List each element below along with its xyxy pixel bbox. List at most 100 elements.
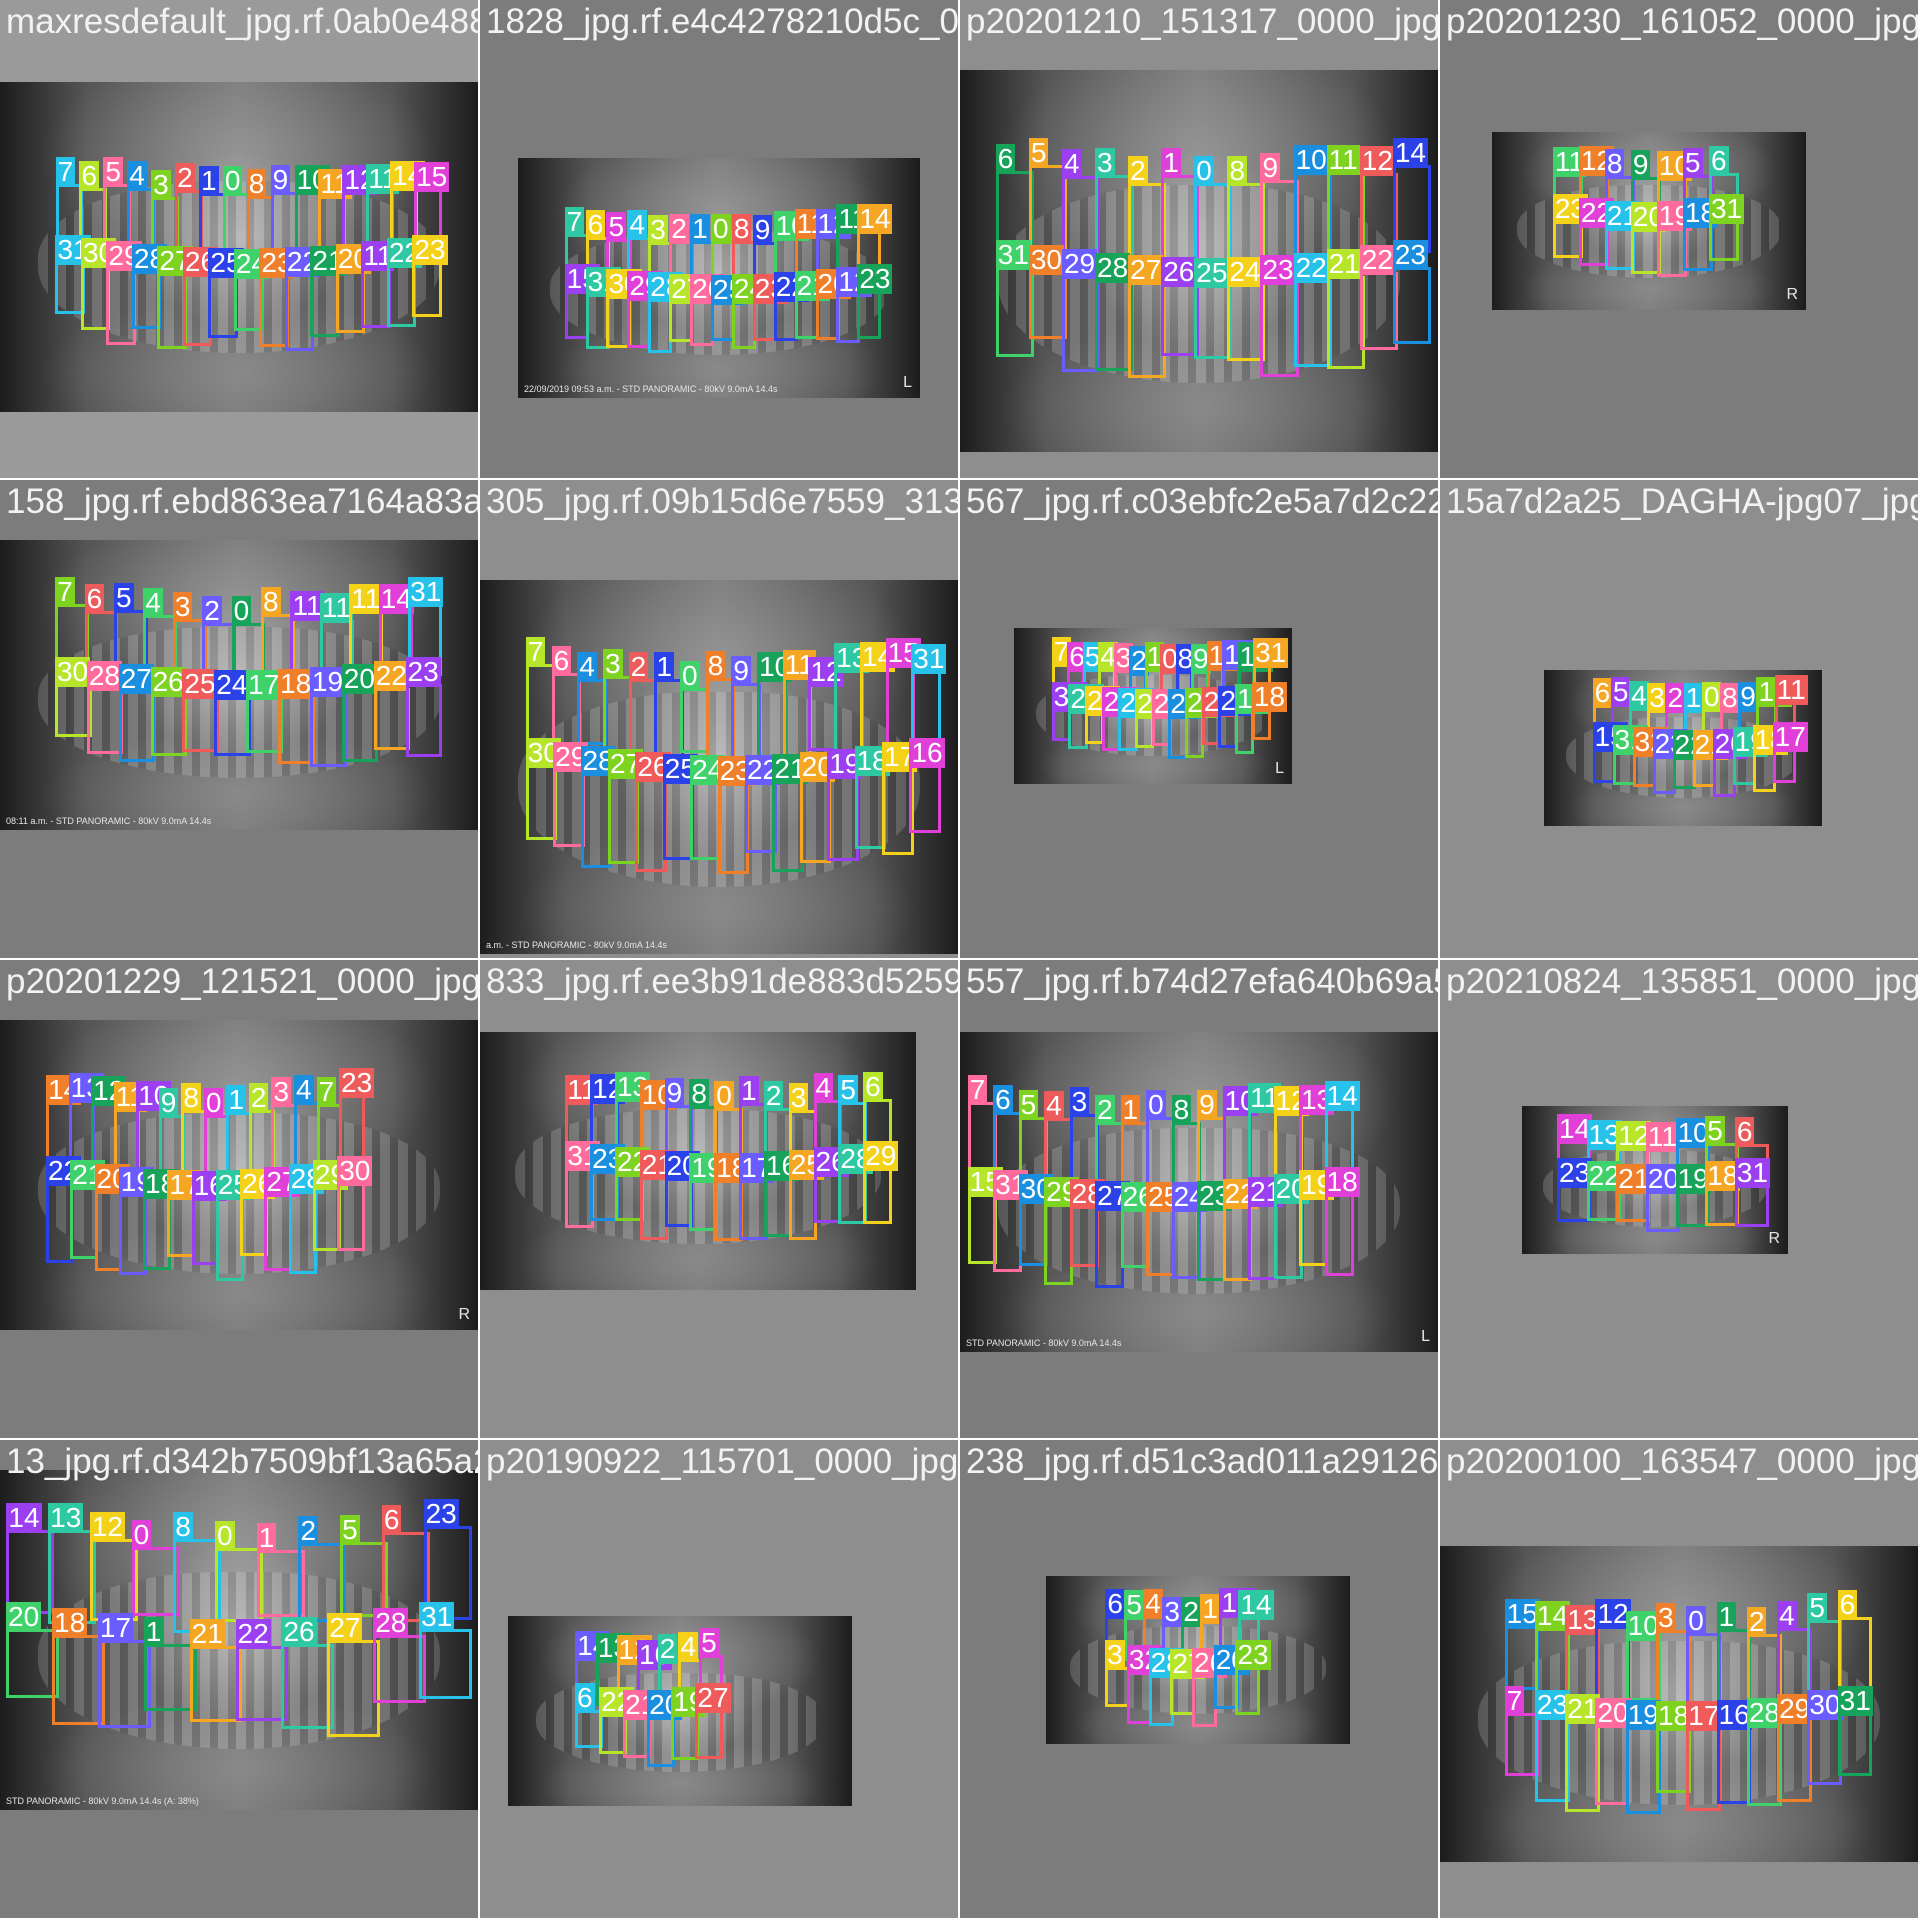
tooth-detection-box: 5 — [699, 1627, 723, 1705]
side-marker: L — [1421, 1328, 1430, 1345]
tooth-class-label: 6 — [585, 209, 606, 241]
tooth-detection-box: 21 — [189, 1618, 243, 1722]
tooth-detection-box: 14 — [857, 204, 893, 284]
tooth-class-label: 12 — [1595, 1597, 1631, 1629]
tooth-class-label: 7 — [55, 155, 76, 187]
tooth-class-label: 0 — [203, 1086, 224, 1118]
tooth-detection-box: 26 — [1161, 257, 1200, 357]
panoramic-xray-image: L765432108910111531302928272625242322212… — [1014, 628, 1292, 784]
result-tile: 158_jpg.rf.ebd863ea7164a83a5f63fe3f7513e… — [0, 480, 478, 958]
tooth-class-label: 10 — [1625, 1610, 1661, 1642]
tooth-class-label: 13 — [1565, 1604, 1601, 1636]
tooth-class-label: 6 — [1734, 1115, 1755, 1147]
tooth-class-label: 3 — [1647, 682, 1667, 714]
tooth-detection-box: 23 — [1534, 1690, 1571, 1803]
tooth-class-label: 4 — [1061, 148, 1082, 180]
tooth-detection-box: 7 — [564, 206, 589, 280]
tooth-class-label: 11 — [290, 590, 324, 622]
tooth-class-label: 17 — [1686, 1700, 1722, 1732]
tooth-class-label: 13 — [48, 1502, 84, 1534]
tooth-class-label: 2 — [1746, 1606, 1767, 1638]
tooth-detection-box: 22 — [373, 660, 411, 750]
tooth-class-label: 9 — [270, 164, 291, 196]
tooth-class-label: 3 — [1095, 147, 1115, 179]
tooth-class-label: 0 — [1701, 680, 1722, 712]
tooth-class-label: 20 — [6, 1601, 42, 1633]
tooth-class-label: 8 — [689, 1078, 709, 1110]
tooth-class-label: 5 — [1018, 1089, 1039, 1121]
tooth-class-label: 9 — [1191, 643, 1211, 675]
result-tile: 557_jpg.rf.b74d27efa640b69a5251082e4_415… — [960, 960, 1438, 1438]
tooth-detection-box: 17 — [1686, 1701, 1722, 1811]
tooth-class-label: 3 — [648, 213, 668, 245]
tooth-class-label: 3 — [1069, 1086, 1090, 1118]
tooth-class-label: 6 — [995, 142, 1016, 174]
tooth-class-label: 4 — [1777, 1600, 1797, 1632]
tooth-detection-box: 3 — [1656, 1603, 1691, 1717]
tooth-detection-box: 5 — [1807, 1593, 1843, 1709]
tooth-detection-box: 23 — [412, 234, 448, 318]
result-tile: 305_jpg.rf.09b15d6e7559_3131401 a.m. - ST… — [480, 480, 958, 958]
tooth-class-label: 28 — [1746, 1696, 1782, 1728]
tooth-class-label: 0 — [714, 1080, 734, 1112]
tooth-class-label: 2 — [657, 1632, 678, 1664]
xray-caption: STD PANORAMIC - 80kV 9.0mA 14.4s (A: 38%… — [6, 1796, 199, 1806]
tooth-class-label: 30 — [1028, 243, 1064, 275]
tooth-class-label: 5 — [1082, 641, 1103, 673]
tooth-class-label: 6 — [1105, 1587, 1125, 1619]
tile-filename: p20190922_115701_0000_jpg — [486, 1442, 958, 1481]
tooth-detection-box: 28 — [1746, 1697, 1782, 1807]
tooth-detection-box: 27 — [695, 1682, 731, 1759]
tooth-class-label: 18 — [278, 668, 314, 700]
tooth-class-label: 10 — [1293, 143, 1329, 175]
panoramic-xray-image: 11 12 13 10 9 8 0 1 2 3 4 5 6 31 23 22 21 20 19 18 17 16 25 26 2… — [480, 1032, 916, 1290]
tooth-class-label: 2 — [1095, 1094, 1115, 1126]
tooth-class-label: 1 — [256, 1521, 277, 1553]
side-marker: L — [903, 374, 912, 391]
tooth-detection-box: 26 — [150, 667, 188, 756]
tooth-class-label: 23 — [423, 1497, 459, 1529]
tooth-class-label: 1 — [690, 212, 710, 244]
tooth-class-label: 4 — [627, 208, 647, 240]
tooth-class-label: 2 — [298, 1515, 319, 1547]
tooth-class-label: 11 — [1326, 143, 1360, 175]
xray-caption: STD PANORAMIC - 80kV 9.0mA 14.4s — [966, 1338, 1122, 1348]
tooth-class-label: 30 — [337, 1155, 373, 1187]
tooth-class-label: 6 — [551, 644, 572, 676]
tooth-class-label: 18 — [1251, 680, 1287, 712]
tooth-detection-box: 20 — [6, 1602, 59, 1698]
tooth-detection-box: 30 — [1807, 1690, 1843, 1786]
tooth-detection-box: 27 — [118, 664, 156, 762]
tooth-class-label: 31 — [408, 576, 444, 608]
tooth-detection-box: 9 — [270, 165, 299, 264]
tooth-class-label: 0 — [215, 1520, 235, 1552]
tooth-class-label: 12 — [1616, 1119, 1652, 1151]
tooth-class-label: 27 — [695, 1681, 731, 1713]
tooth-detection-box: 29 — [1061, 249, 1100, 373]
tooth-detection-box: 14 — [1324, 1080, 1360, 1179]
tooth-class-label: 25 — [1194, 256, 1230, 288]
tooth-class-label: 8 — [731, 213, 752, 245]
tooth-class-label: 14 — [1392, 137, 1429, 169]
tooth-detection-box: 18 — [1324, 1166, 1360, 1276]
tooth-detection-box: 17 — [246, 670, 283, 753]
tooth-detection-box: 4 — [1777, 1601, 1812, 1706]
tooth-class-label: 8 — [246, 167, 267, 199]
tooth-detection-box: 30 — [54, 657, 92, 738]
tooth-detection-box: 6 — [995, 143, 1034, 245]
tooth-detection-box: 23 — [857, 264, 893, 340]
tooth-class-label: 2 — [248, 1081, 269, 1113]
result-tile: 13_jpg.rf.d342b7509bf13a65a2019092_10187… — [0, 1440, 478, 1918]
side-marker: R — [1786, 286, 1798, 303]
tooth-detection-box: 28 — [373, 1608, 426, 1704]
tile-filename: 238_jpg.rf.d51c3ad011a291262605cd02_f3a5 — [966, 1442, 1438, 1481]
tooth-class-label: 19 — [1675, 1162, 1711, 1194]
tooth-class-label: 8 — [181, 1082, 201, 1114]
tooth-detection-box: 13 — [1565, 1605, 1601, 1699]
tooth-class-label: 22 — [235, 1617, 271, 1649]
side-marker: R — [1768, 1230, 1780, 1247]
panoramic-xray-image: 14 13 12 10 2 4 5 6 22 21 20 19 27 — [508, 1616, 852, 1806]
tooth-class-label: 2 — [1129, 645, 1149, 677]
tooth-class-label: 21 — [1326, 248, 1362, 280]
tooth-class-label: 5 — [1610, 675, 1631, 707]
